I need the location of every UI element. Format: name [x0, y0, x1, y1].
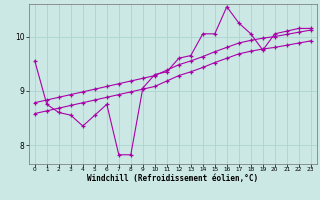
X-axis label: Windchill (Refroidissement éolien,°C): Windchill (Refroidissement éolien,°C): [87, 174, 258, 183]
